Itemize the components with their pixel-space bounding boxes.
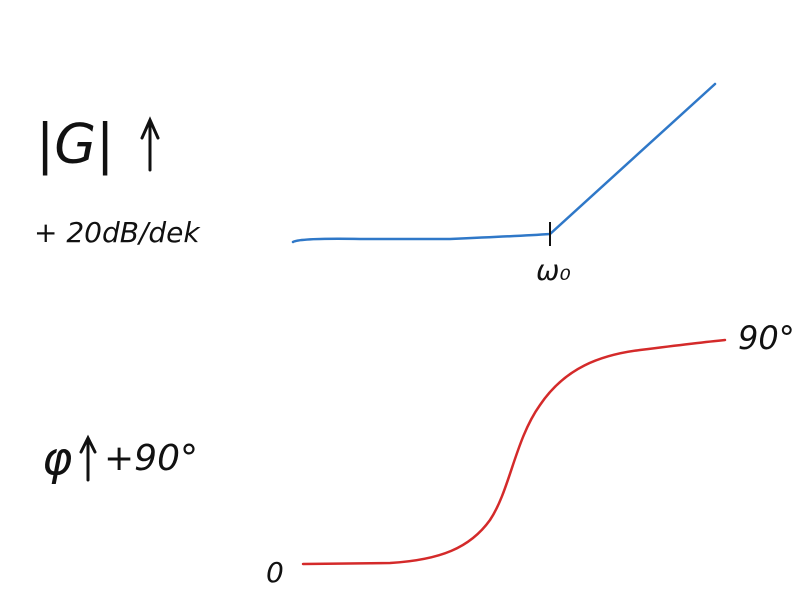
phase-end: 90° <box>738 319 795 357</box>
phase-shift: +90° <box>104 438 198 479</box>
phase-curve <box>301 338 727 566</box>
up-arrow <box>140 116 160 172</box>
magnitude-slope: + 20dB/dek <box>34 216 201 249</box>
phase-label: φ <box>42 432 72 486</box>
corner-label: ω₀ <box>536 254 571 287</box>
magnitude-curve <box>291 82 717 244</box>
phase-start: 0 <box>266 556 284 589</box>
magnitude-label: |G| <box>36 113 114 176</box>
up-arrow <box>79 434 97 482</box>
